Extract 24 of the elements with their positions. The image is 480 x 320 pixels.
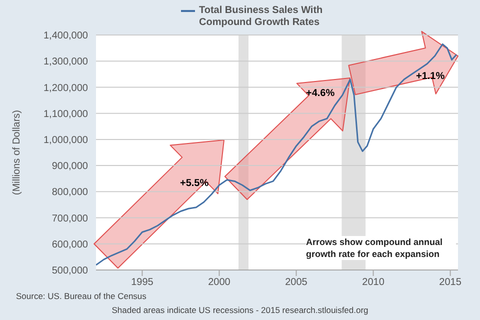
x-tick-label: 2005 [285, 277, 308, 288]
annotation: +1.1% [416, 71, 445, 82]
y-tick-label: 1,100,000 [44, 108, 88, 120]
y-tick-label: 1,200,000 [44, 82, 88, 94]
x-tick-label: 1995 [131, 277, 154, 288]
annotation: +5.5% [180, 178, 209, 189]
y-tick-label: 1,400,000 [44, 30, 88, 42]
annotation: +4.6% [306, 88, 335, 99]
y-tick-label: 1,000,000 [44, 134, 88, 146]
x-tick-label: 2000 [208, 277, 231, 288]
y-tick-label: 500,000 [52, 266, 88, 277]
y-axis-title: (Millions of Dollars) [12, 110, 23, 196]
y-tick-label: 900,000 [52, 161, 88, 172]
y-tick-label: 600,000 [52, 239, 88, 250]
y-tick-label: 700,000 [52, 213, 88, 224]
legend-label: Total Business Sales With Compound Growth Rates [199, 5, 324, 29]
y-tick-label: 1,300,000 [44, 56, 88, 68]
annotation: Arrows show compound annual growth rate for each expansion [306, 236, 456, 260]
source-note: Source: US. Bureau of the Census [16, 291, 146, 301]
line-series [96, 43, 458, 266]
x-tick-label: 2015 [439, 277, 462, 288]
y-tick-label: 800,000 [52, 187, 88, 198]
text: Shaded areas indicate US recessions - 2015 research.stlouisfed.org [110, 305, 370, 315]
x-tick-label: 2010 [362, 277, 385, 288]
